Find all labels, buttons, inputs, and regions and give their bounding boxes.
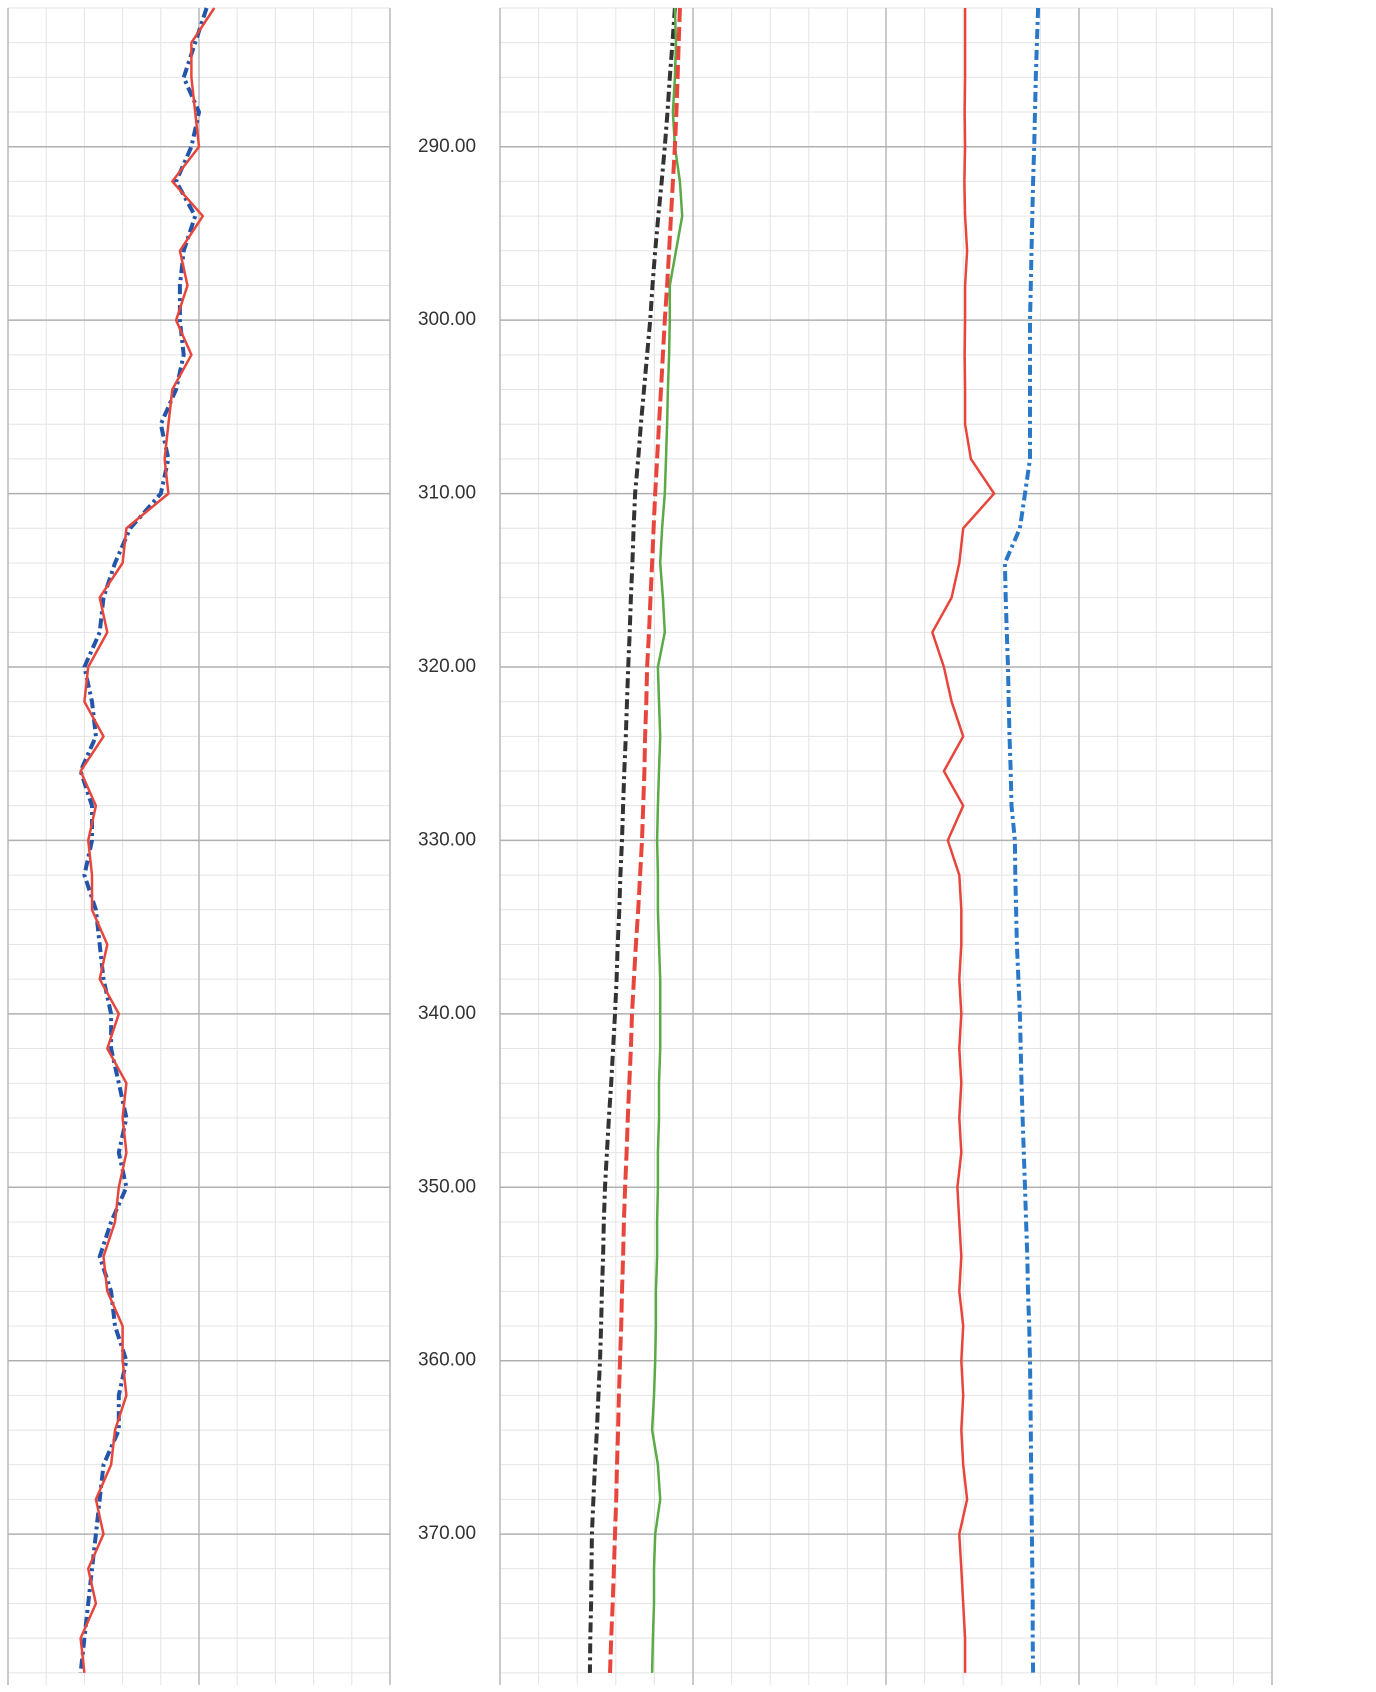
depth-label: 370.00 <box>418 1523 476 1544</box>
log-curve <box>1002 7 1041 1673</box>
log-curve <box>608 7 682 1673</box>
log-curve <box>78 7 209 1674</box>
log-curve <box>79 7 216 1674</box>
depth-label: 310.00 <box>418 483 476 504</box>
depth-label: 290.00 <box>418 136 476 157</box>
depth-label: 350.00 <box>418 1176 476 1197</box>
log-curve <box>650 7 684 1673</box>
depth-label: 340.00 <box>418 1003 476 1024</box>
depth-label: 330.00 <box>418 829 476 850</box>
depth-label: 360.00 <box>418 1350 476 1371</box>
log-curve <box>931 8 996 1673</box>
depth-label: 320.00 <box>418 656 476 677</box>
depth-label: 300.00 <box>418 309 476 330</box>
log-curve <box>587 7 677 1673</box>
